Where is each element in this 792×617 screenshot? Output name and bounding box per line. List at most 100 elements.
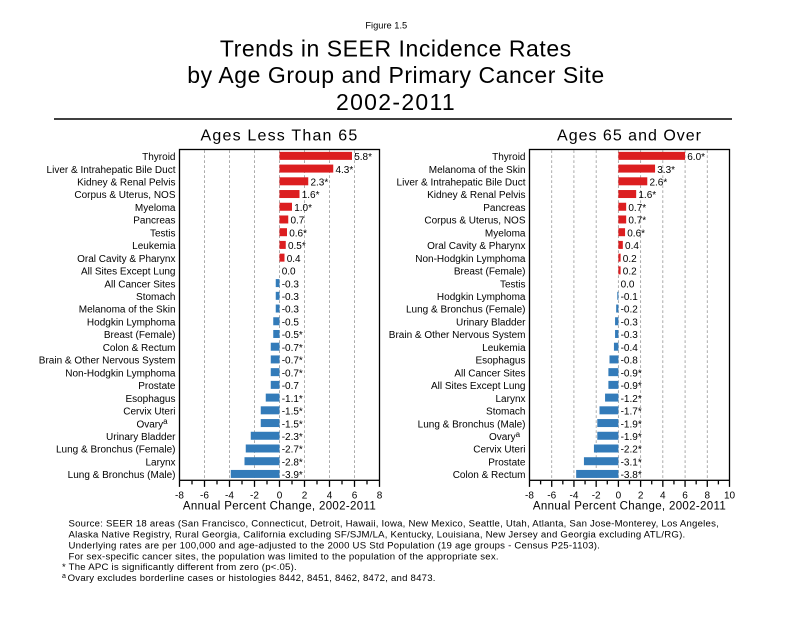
svg-text:0.7*: 0.7* xyxy=(628,216,646,227)
svg-text:Trends in SEER Incidence Rates: Trends in SEER Incidence Rates xyxy=(220,36,572,62)
svg-text:Myeloma: Myeloma xyxy=(485,228,526,239)
svg-text:by Age Group and Primary Cance: by Age Group and Primary Cancer Site xyxy=(187,62,604,88)
svg-text:0: 0 xyxy=(277,490,283,501)
svg-text:Figure 1.5: Figure 1.5 xyxy=(365,20,407,30)
svg-text:All Cancer Sites: All Cancer Sites xyxy=(454,368,525,379)
svg-text:0.2: 0.2 xyxy=(623,267,637,278)
svg-text:-4: -4 xyxy=(569,490,578,501)
svg-text:4: 4 xyxy=(660,490,666,501)
svg-text:-2: -2 xyxy=(250,490,259,501)
svg-text:2.6*: 2.6* xyxy=(649,178,667,189)
svg-text:-2.8*: -2.8* xyxy=(282,457,303,468)
svg-text:Underlying rates are per 100,0: Underlying rates are per 100,000 and age… xyxy=(69,540,601,551)
svg-text:Ovarya: Ovarya xyxy=(136,417,168,430)
svg-text:-0.3: -0.3 xyxy=(282,292,300,303)
svg-text:Stomach: Stomach xyxy=(486,407,525,418)
svg-text:Annual Percent Change, 2002-20: Annual Percent Change, 2002-2011 xyxy=(533,501,726,513)
svg-text:0.5*: 0.5* xyxy=(288,241,306,252)
svg-text:Brain & Other Nervous System: Brain & Other Nervous System xyxy=(389,330,526,341)
svg-text:10: 10 xyxy=(724,490,736,501)
svg-text:-0.7*: -0.7* xyxy=(282,368,303,379)
svg-text:-0.1: -0.1 xyxy=(621,292,639,303)
svg-text:Leukemia: Leukemia xyxy=(482,343,526,354)
svg-text:2: 2 xyxy=(638,490,644,501)
svg-text:Thyroid: Thyroid xyxy=(492,152,525,163)
svg-text:Prostate: Prostate xyxy=(138,381,176,392)
svg-text:2002-2011: 2002-2011 xyxy=(336,89,456,115)
svg-text:Ages 65 and Over: Ages 65 and Over xyxy=(557,127,702,144)
svg-text:Oral Cavity & Pharynx: Oral Cavity & Pharynx xyxy=(427,241,525,252)
svg-text:Kidney & Renal Pelvis: Kidney & Renal Pelvis xyxy=(427,190,525,201)
svg-text:Hodgkin Lymphoma: Hodgkin Lymphoma xyxy=(437,292,526,303)
svg-text:All Sites Except Lung: All Sites Except Lung xyxy=(81,267,176,278)
svg-text:Larynx: Larynx xyxy=(145,457,175,468)
svg-text:-1.7*: -1.7* xyxy=(621,407,642,418)
svg-text:-2.7*: -2.7* xyxy=(282,445,303,456)
svg-text:Corpus & Uterus, NOS: Corpus & Uterus, NOS xyxy=(424,216,525,227)
svg-text:Hodgkin Lymphoma: Hodgkin Lymphoma xyxy=(87,317,176,328)
svg-text:-6: -6 xyxy=(200,490,209,501)
svg-text:0.4: 0.4 xyxy=(625,241,639,252)
svg-text:Colon & Rectum: Colon & Rectum xyxy=(453,470,526,481)
svg-text:-3.9*: -3.9* xyxy=(282,470,303,481)
svg-text:-3.1*: -3.1* xyxy=(621,457,642,468)
svg-text:Thyroid: Thyroid xyxy=(142,152,175,163)
svg-text:-0.2: -0.2 xyxy=(621,305,639,316)
svg-text:Melanoma of the Skin: Melanoma of the Skin xyxy=(429,165,526,176)
svg-text:1.6*: 1.6* xyxy=(638,190,656,201)
svg-text:8: 8 xyxy=(704,490,710,501)
svg-text:Colon & Rectum: Colon & Rectum xyxy=(103,343,176,354)
svg-text:3.3*: 3.3* xyxy=(657,165,675,176)
svg-text:0.0: 0.0 xyxy=(282,267,296,278)
svg-text:-0.3: -0.3 xyxy=(621,317,639,328)
svg-text:-0.5*: -0.5* xyxy=(282,330,303,341)
svg-text:-1.9*: -1.9* xyxy=(621,432,642,443)
svg-text:-0.3: -0.3 xyxy=(282,305,300,316)
svg-text:Ages Less Than 65: Ages Less Than 65 xyxy=(201,127,359,144)
svg-text:-2.3*: -2.3* xyxy=(282,432,303,443)
svg-text:-1.2*: -1.2* xyxy=(621,394,642,405)
svg-text:-0.3: -0.3 xyxy=(621,330,639,341)
svg-text:0.7: 0.7 xyxy=(290,216,304,227)
svg-text:Myeloma: Myeloma xyxy=(135,203,176,214)
svg-text:-0.9*: -0.9* xyxy=(621,368,642,379)
svg-text:Pancreas: Pancreas xyxy=(483,203,525,214)
svg-text:-0.5: -0.5 xyxy=(282,317,300,328)
svg-text:2: 2 xyxy=(302,490,308,501)
svg-text:Leukemia: Leukemia xyxy=(132,241,176,252)
svg-text:4.3*: 4.3* xyxy=(335,165,353,176)
svg-text:Pancreas: Pancreas xyxy=(133,216,175,227)
svg-text:Corpus & Uterus, NOS: Corpus & Uterus, NOS xyxy=(74,190,175,201)
svg-text:-0.7*: -0.7* xyxy=(282,356,303,367)
svg-text:2.3*: 2.3* xyxy=(310,178,328,189)
svg-text:Breast (Female): Breast (Female) xyxy=(454,267,526,278)
svg-text:All Cancer Sites: All Cancer Sites xyxy=(104,279,175,290)
svg-text:0.2: 0.2 xyxy=(623,254,637,265)
svg-text:-0.9*: -0.9* xyxy=(621,381,642,392)
svg-text:1.6*: 1.6* xyxy=(302,190,320,201)
svg-text:0.0: 0.0 xyxy=(621,279,635,290)
svg-text:Alaska Native Registry, Rural: Alaska Native Registry, Rural Georgia, C… xyxy=(69,529,686,540)
svg-text:Melanoma of the Skin: Melanoma of the Skin xyxy=(79,305,176,316)
svg-text:-8: -8 xyxy=(525,490,534,501)
svg-text:Larynx: Larynx xyxy=(495,394,525,405)
svg-text:-0.4: -0.4 xyxy=(621,343,639,354)
svg-text:6: 6 xyxy=(682,490,688,501)
svg-text:-1.5*: -1.5* xyxy=(282,407,303,418)
svg-text:Breast (Female): Breast (Female) xyxy=(104,330,176,341)
svg-text:-3.8*: -3.8* xyxy=(621,470,642,481)
svg-text:0.6*: 0.6* xyxy=(627,228,645,239)
svg-text:Urinary Bladder: Urinary Bladder xyxy=(106,432,176,443)
svg-text:-0.3: -0.3 xyxy=(282,279,300,290)
svg-text:8: 8 xyxy=(377,490,383,501)
svg-text:-0.8: -0.8 xyxy=(621,356,639,367)
svg-text:Oral Cavity & Pharynx: Oral Cavity & Pharynx xyxy=(77,254,175,265)
svg-text:Cervix Uteri: Cervix Uteri xyxy=(473,445,525,456)
svg-text:* The APC is significantly dif: * The APC is significantly different fro… xyxy=(62,562,297,573)
svg-text:Lung & Bronchus (Male): Lung & Bronchus (Male) xyxy=(418,419,526,430)
svg-text:0: 0 xyxy=(616,490,622,501)
svg-text:5.8*: 5.8* xyxy=(354,152,372,163)
svg-text:-1.1*: -1.1* xyxy=(282,394,303,405)
svg-text:Liver & Intrahepatic Bile Duct: Liver & Intrahepatic Bile Duct xyxy=(47,165,176,176)
